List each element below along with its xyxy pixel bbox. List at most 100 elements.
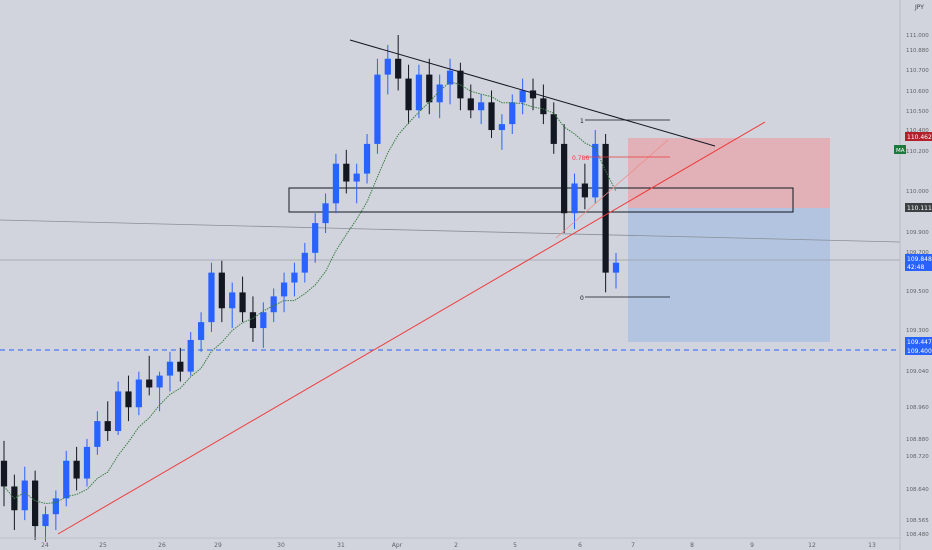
- candle-body[interactable]: [540, 98, 547, 115]
- candle-body[interactable]: [135, 379, 142, 408]
- candle-body[interactable]: [166, 361, 174, 376]
- candle-body[interactable]: [332, 163, 340, 204]
- x-tick-label: 2: [454, 542, 458, 549]
- candle-body[interactable]: [197, 322, 205, 340]
- candle-body[interactable]: [405, 78, 412, 111]
- candle-body[interactable]: [94, 421, 101, 447]
- candle-body[interactable]: [343, 163, 350, 182]
- y-tick-label: 108.720: [906, 454, 929, 460]
- y-tick-label: 108.880: [906, 437, 929, 443]
- candle-body[interactable]: [592, 143, 599, 198]
- candle-body[interactable]: [561, 143, 568, 214]
- candle-body[interactable]: [602, 143, 609, 273]
- fib-diagonal: [555, 139, 669, 239]
- y-tick-label: 110.200: [906, 149, 929, 155]
- candle-body[interactable]: [291, 272, 298, 283]
- ma-badge[interactable]: [894, 145, 906, 154]
- x-tick-label: 13: [868, 542, 876, 549]
- y-tick-label: 110.400: [906, 128, 929, 134]
- x-tick-label: 8: [690, 542, 694, 549]
- candle-body[interactable]: [156, 375, 163, 388]
- fib-label-0: 0: [580, 295, 584, 302]
- x-tick-label: 29: [214, 542, 222, 549]
- candle-body[interactable]: [509, 102, 516, 125]
- candle-body[interactable]: [384, 58, 391, 75]
- x-tick-label: 12: [808, 542, 816, 549]
- candle-body[interactable]: [581, 183, 588, 198]
- candle-body[interactable]: [239, 292, 246, 313]
- y-tick-label: 110.700: [906, 68, 929, 74]
- moving-average-line[interactable]: [3, 81, 617, 505]
- candle-body[interactable]: [125, 391, 132, 408]
- y-tick-label: 109.500: [906, 289, 929, 295]
- candle-body[interactable]: [260, 312, 267, 329]
- candle-body[interactable]: [426, 74, 433, 103]
- candle-body[interactable]: [42, 514, 49, 527]
- candle-body[interactable]: [301, 252, 308, 273]
- candle-body[interactable]: [478, 102, 485, 111]
- candle-body[interactable]: [488, 102, 495, 131]
- candle-body[interactable]: [83, 446, 91, 479]
- candle-body[interactable]: [612, 262, 620, 273]
- candle-body[interactable]: [73, 460, 80, 479]
- x-tick-label: 24: [41, 542, 49, 549]
- candle-body[interactable]: [280, 282, 288, 297]
- candle-body[interactable]: [353, 173, 360, 182]
- candle-body[interactable]: [550, 114, 557, 144]
- candle-body[interactable]: [229, 292, 236, 309]
- y-tick-label: 110.000: [906, 189, 929, 195]
- candle-body[interactable]: [177, 361, 184, 372]
- candle-body[interactable]: [114, 391, 122, 432]
- candle-body[interactable]: [571, 183, 578, 214]
- candle-body[interactable]: [104, 421, 111, 432]
- long-trendline[interactable]: [0, 219, 901, 243]
- descending-trendline[interactable]: [349, 39, 716, 147]
- ascending-support-line[interactable]: [57, 121, 766, 535]
- y-tick-label: 108.565: [906, 518, 929, 524]
- x-tick-label: 31: [337, 542, 345, 549]
- target-price-label: 109.447: [907, 339, 932, 346]
- entry-price-label: 110.111: [907, 205, 932, 212]
- candle-body[interactable]: [21, 480, 28, 511]
- candle-body[interactable]: [0, 460, 8, 487]
- y-tick-label: 109.300: [906, 328, 929, 334]
- candle-body[interactable]: [218, 272, 225, 309]
- x-tick-label: 7: [631, 542, 635, 549]
- candle-body[interactable]: [446, 70, 454, 85]
- candle-body[interactable]: [249, 312, 257, 329]
- y-tick-label: 110.880: [906, 48, 929, 54]
- candle-body[interactable]: [63, 460, 70, 499]
- candle-body[interactable]: [312, 223, 319, 253]
- y-tick-label: 110.600: [906, 89, 929, 95]
- entry-price-tag: [905, 203, 932, 212]
- candle-body[interactable]: [270, 296, 277, 313]
- stop-loss-zone[interactable]: [628, 138, 830, 208]
- candle-body[interactable]: [208, 272, 215, 323]
- candle-body[interactable]: [519, 90, 526, 103]
- stop-price-label: 110.462: [907, 134, 932, 141]
- candle-body[interactable]: [467, 98, 474, 111]
- y-tick-label: 109.900: [906, 230, 929, 236]
- take-profit-zone[interactable]: [628, 208, 830, 342]
- support-box[interactable]: [288, 187, 794, 213]
- candle-body[interactable]: [363, 143, 371, 174]
- candle-body[interactable]: [322, 203, 329, 224]
- candle-body[interactable]: [498, 124, 506, 131]
- price-axis[interactable]: [900, 0, 932, 550]
- candle-body[interactable]: [374, 74, 381, 144]
- candle-body[interactable]: [395, 58, 402, 79]
- candle-body[interactable]: [52, 498, 59, 515]
- y-tick-label: 110.500: [906, 109, 929, 115]
- candle-body[interactable]: [529, 90, 537, 99]
- candle-body[interactable]: [415, 74, 423, 111]
- candle-body[interactable]: [32, 480, 39, 527]
- y-tick-label: 108.480: [906, 532, 929, 538]
- candle-body[interactable]: [436, 84, 443, 103]
- candle-body[interactable]: [146, 379, 153, 388]
- ma-badge-label: MA: [896, 148, 905, 154]
- x-tick-label: 26: [158, 542, 166, 549]
- fib-label-0786: 0.786: [572, 155, 589, 162]
- candle-body[interactable]: [187, 339, 194, 372]
